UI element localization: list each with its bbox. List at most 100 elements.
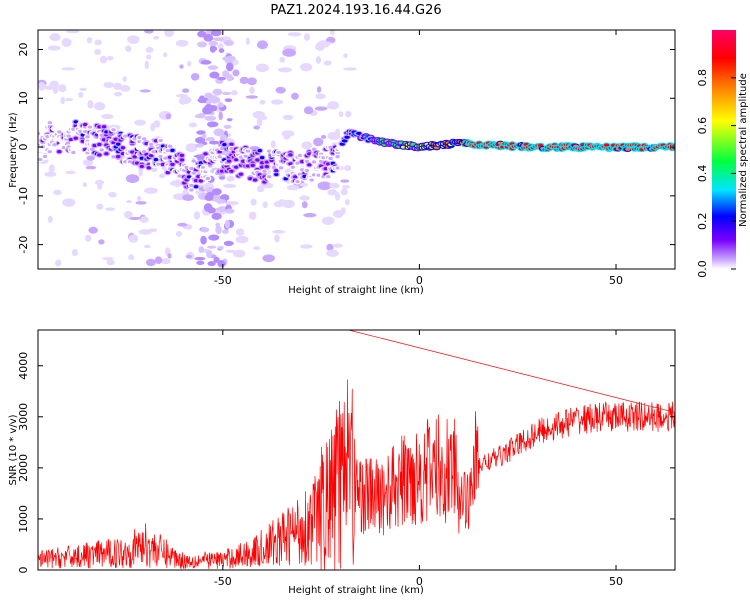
heatmap-noise-blob (138, 168, 143, 177)
y-tick-label: 0 (17, 144, 30, 151)
heatmap-ridge-core (248, 176, 253, 181)
heatmap-ridge-core (328, 156, 333, 161)
heatmap-noise-blob (177, 222, 188, 227)
heatmap-noise-blob (278, 67, 292, 73)
heatmap-noise-blob (194, 143, 204, 148)
heatmap-ridge-core (300, 168, 305, 172)
heatmap-noise-blob (225, 249, 235, 253)
heatmap-ridge-core (71, 146, 76, 150)
heatmap-noise-blob (218, 111, 224, 121)
heatmap-ridge-core (137, 135, 142, 140)
heatmap-noise-blob (188, 122, 198, 128)
heatmap-noise-blob (60, 96, 65, 105)
heatmap-ridge-core (193, 185, 199, 189)
heatmap-noise-blob (204, 104, 213, 110)
heatmap-noise-blob (204, 115, 217, 121)
heatmap-noise-blob (144, 30, 154, 34)
heatmap-noise-blob (114, 91, 123, 97)
heatmap-noise-blob (47, 45, 61, 51)
heatmap-noise-blob (82, 182, 88, 188)
y-tick-label: 2000 (17, 454, 30, 482)
heatmap-noise-blob (329, 182, 340, 189)
heatmap-noise-blob (259, 99, 266, 105)
heatmap-noise-blob (48, 164, 55, 173)
y-tick-label: 3000 (17, 403, 30, 431)
heatmap-ridge-core (264, 160, 270, 164)
heatmap-ridge-core (205, 176, 211, 181)
heatmap-noise-blob (272, 230, 286, 234)
heatmap-noise-blob (299, 195, 311, 201)
heatmap-ridge-core (101, 125, 107, 129)
heatmap-ridge-core (344, 135, 350, 139)
heatmap-noise-blob (262, 201, 268, 209)
heatmap-noise-blob (196, 130, 206, 135)
heatmap-noise-blob (208, 140, 220, 145)
heatmap-ridge-core (104, 130, 109, 134)
heatmap-noise-blob (98, 239, 105, 245)
heatmap-noise-blob (103, 81, 115, 89)
heatmap-ridge-core (238, 172, 244, 176)
heatmap-noise-blob (225, 200, 239, 206)
heatmap-noise-blob (281, 130, 295, 138)
heatmap-ridge-core (99, 148, 104, 152)
heatmap-ridge-core (264, 165, 270, 169)
heatmap-noise-blob (245, 95, 258, 99)
heatmap-noise-blob (315, 56, 322, 64)
heatmap-noise-blob (187, 60, 192, 67)
heatmap-ridge-core (267, 175, 272, 179)
heatmap-ridge-core (323, 167, 329, 171)
heatmap-ridge-core (71, 141, 76, 146)
heatmap-noise-blob (207, 260, 216, 267)
snr-series-line (38, 330, 675, 570)
heatmap-ridge-core (141, 137, 147, 141)
spectrogram-heatmap (38, 30, 675, 268)
spectrogram-panel: -50 0 50 -20 -10 0 10 20 Height of straight lin… (8, 29, 676, 296)
heatmap-noise-blob (270, 99, 284, 105)
heatmap-ridge-core (137, 139, 142, 144)
heatmap-noise-blob (282, 114, 294, 121)
heatmap-noise-blob (315, 93, 326, 100)
heatmap-ridge-core (167, 144, 173, 148)
heatmap-noise-blob (138, 229, 153, 235)
heatmap-ridge-core (153, 157, 159, 162)
heatmap-ridge-core (116, 142, 121, 146)
heatmap-ridge-core (290, 165, 295, 169)
colorbar-tick-label: 0.4 (696, 165, 709, 183)
heatmap-noise-blob (249, 86, 255, 94)
heatmap-noise-blob (327, 189, 338, 196)
heatmap-noise-blob (217, 245, 224, 250)
heatmap-noise-blob (282, 48, 297, 57)
heatmap-ridge-core (57, 130, 62, 134)
heatmap-noise-blob (106, 56, 114, 61)
heatmap-noise-blob (340, 188, 348, 196)
heatmap-noise-blob (211, 188, 222, 196)
heatmap-noise-blob (88, 226, 98, 234)
heatmap-noise-blob (327, 131, 341, 141)
heatmap-noise-blob (167, 253, 172, 259)
heatmap-ridge-core (219, 169, 225, 173)
heatmap-noise-blob (217, 206, 228, 213)
heatmap-noise-blob (212, 46, 218, 51)
heatmap-noise-blob (179, 64, 184, 69)
heatmap-ridge-core (274, 172, 279, 177)
heatmap-ridge-core (288, 153, 293, 157)
heatmap-noise-blob (230, 89, 238, 96)
heatmap-noise-blob (165, 113, 172, 120)
snr-x-label: Height of straight line (km) (288, 585, 424, 596)
heatmap-noise-blob (221, 91, 232, 96)
y-tick-label: -10 (17, 187, 30, 205)
heatmap-noise-blob (299, 63, 313, 72)
heatmap-noise-blob (225, 208, 235, 214)
heatmap-noise-blob (257, 40, 268, 50)
heatmap-noise-blob (224, 219, 231, 229)
heatmap-ridge-core (123, 160, 128, 164)
heatmap-noise-blob (218, 48, 225, 53)
heatmap-noise-blob (208, 96, 221, 104)
heatmap-ridge-core (259, 155, 265, 160)
heatmap-noise-blob (96, 203, 104, 210)
heatmap-ridge-core (302, 174, 307, 178)
snr-frame (37, 329, 676, 571)
heatmap-ridge-core (186, 170, 192, 174)
heatmap-noise-blob (196, 41, 208, 48)
colorbar-gradient (712, 30, 736, 269)
